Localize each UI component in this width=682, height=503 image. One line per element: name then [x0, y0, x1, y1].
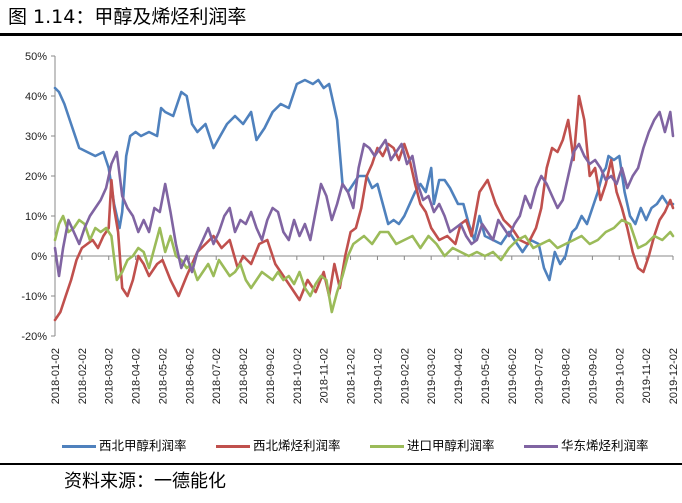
x-tick-label: 2018-02-02	[77, 348, 89, 404]
x-tick-label: 2019-08-02	[561, 348, 573, 404]
legend-label: 西北甲醇利润率	[99, 438, 187, 453]
x-tick-label: 2018-06-02	[184, 348, 196, 404]
series-line-4	[53, 110, 675, 278]
series-line-1	[53, 78, 675, 282]
x-tick-label: 2019-10-02	[614, 348, 626, 404]
y-axis-ticks: 50% 40% 30% 20% 10% 0% -10% -20%	[21, 51, 55, 343]
y-tick-label: -20%	[21, 331, 47, 343]
x-tick-label: 2019-02-02	[399, 348, 411, 404]
legend-item: 进口甲醇利润率	[370, 436, 495, 456]
source-rule	[0, 463, 682, 465]
x-tick-label: 2019-03-02	[426, 348, 438, 404]
x-tick-label: 2019-05-02	[480, 348, 492, 404]
x-axis-ticks: 2018-01-02 2018-02-02 2018-03-02 2018-04-02…	[50, 256, 680, 404]
chart-series	[53, 78, 675, 322]
line-chart: 50%40%30%20%10%0%-10%-20% 2018-01-02 2018…	[21, 51, 680, 404]
x-tick-label: 2019-09-02	[587, 348, 599, 404]
source-note: 资料来源：一德能化	[64, 471, 226, 492]
x-tick-label: 2019-07-02	[534, 348, 546, 404]
x-tick-label: 2018-11-02	[319, 348, 331, 403]
x-tick-label: 2018-12-02	[346, 348, 358, 404]
legend-item: 西北烯烃利润率	[216, 436, 341, 456]
y-tick-label: 20%	[25, 171, 47, 183]
x-tick-label: 2018-03-02	[104, 348, 116, 404]
legend-item: 西北甲醇利润率	[62, 436, 187, 456]
legend-label: 西北烯烃利润率	[253, 438, 341, 453]
title-rule	[0, 33, 682, 36]
x-tick-label: 2019-01-02	[372, 348, 384, 404]
y-tick-label: 10%	[25, 211, 47, 223]
x-tick-label: 2018-09-02	[265, 348, 277, 404]
chart-legend: 西北甲醇利润率 西北烯烃利润率 进口甲醇利润率 华东烯烃利润率	[40, 436, 680, 458]
legend-item: 华东烯烃利润率	[524, 436, 649, 456]
legend-label: 进口甲醇利润率	[407, 438, 495, 453]
chart-axes	[54, 56, 673, 336]
x-tick-label: 2018-04-02	[131, 348, 143, 404]
legend-swatch	[62, 444, 96, 448]
x-tick-label: 2019-06-02	[507, 348, 519, 404]
x-tick-label: 2018-08-02	[238, 348, 250, 404]
x-tick-label: 2019-04-02	[453, 348, 465, 404]
y-tick-label: 40%	[25, 91, 47, 103]
legend-swatch	[370, 444, 404, 448]
legend-swatch	[216, 444, 250, 448]
y-tick-label: -10%	[21, 291, 47, 303]
x-tick-label: 2018-10-02	[292, 348, 304, 404]
x-tick-label: 2018-01-02	[50, 348, 62, 404]
figure-title: 图 1.14：甲醇及烯烃利润率	[8, 6, 247, 28]
y-tick-label: 30%	[25, 131, 47, 143]
legend-label: 华东烯烃利润率	[561, 438, 649, 453]
series-line-3	[53, 214, 675, 314]
y-tick-label: 50%	[25, 51, 47, 63]
legend-swatch	[524, 444, 558, 448]
x-tick-label: 2018-07-02	[211, 348, 223, 404]
x-tick-label: 2019-11-02	[641, 348, 653, 403]
series-line-2	[53, 94, 675, 322]
x-tick-label: 2018-05-02	[157, 348, 169, 404]
x-tick-label: 2019-12-02	[668, 348, 680, 404]
y-tick-label: 0%	[31, 251, 47, 263]
